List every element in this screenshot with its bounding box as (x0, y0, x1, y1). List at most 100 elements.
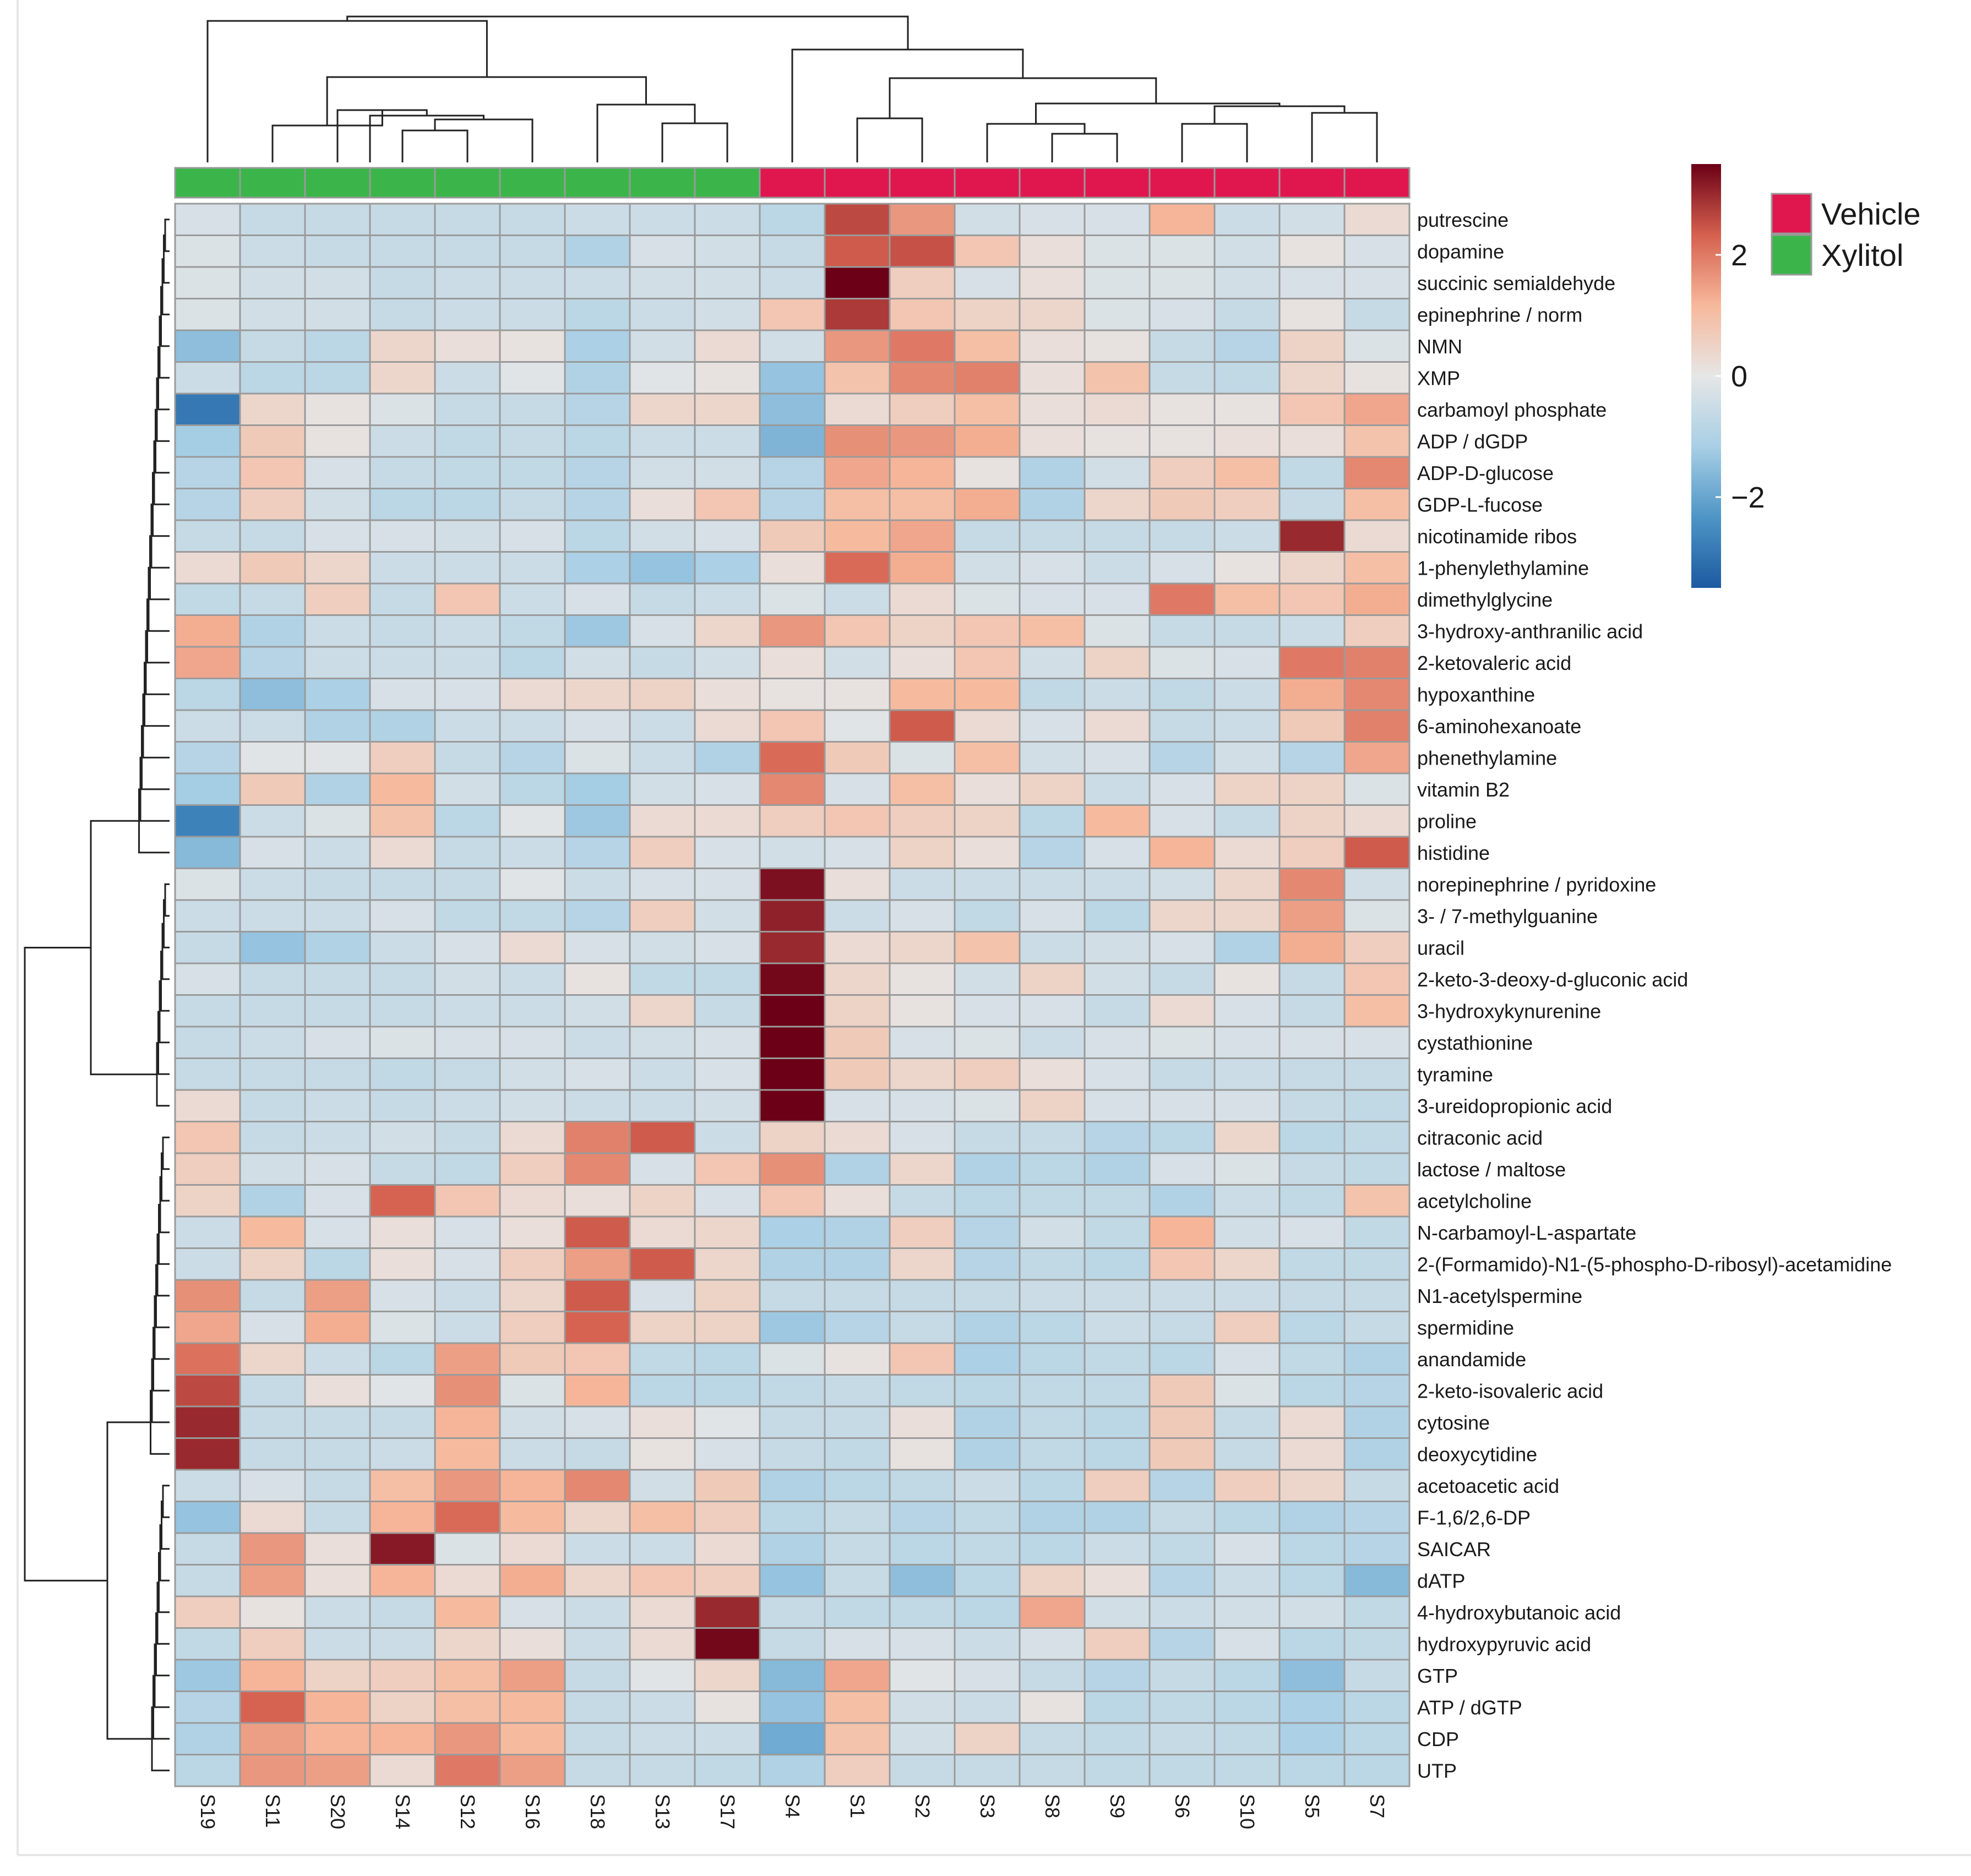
heatmap-cell (564, 1247, 631, 1281)
heatmap-cell (304, 1437, 371, 1471)
sample-label: S18 (586, 1794, 609, 1829)
heatmap-cell (239, 234, 306, 268)
heatmap-cell (1278, 488, 1346, 521)
heatmap-cell (304, 1754, 371, 1787)
heatmap-cell (369, 646, 436, 679)
heatmap-cell (434, 1026, 501, 1059)
heatmap-cell (1343, 931, 1411, 964)
heatmap-cell (824, 1057, 891, 1091)
heatmap-cell (239, 1184, 306, 1218)
heatmap-cell (889, 1501, 956, 1534)
heatmap-cell (434, 868, 501, 901)
heatmap-cell (369, 1279, 436, 1312)
heatmap-cell (889, 551, 956, 585)
heatmap-cell (759, 361, 826, 395)
heatmap-cell (824, 614, 891, 648)
heatmap-cell (239, 488, 306, 521)
heatmap-cell (824, 804, 891, 838)
heatmap-cell (889, 1089, 956, 1122)
heatmap-cell (1083, 1121, 1151, 1154)
heatmap-cell (1343, 678, 1411, 711)
heatmap-cell (954, 1247, 1021, 1281)
heatmap-cell (759, 709, 826, 743)
heatmap-cell (954, 392, 1021, 426)
heatmap-cell (369, 488, 436, 521)
heatmap-cell (1343, 1437, 1411, 1471)
heatmap-cell (1213, 994, 1281, 1028)
heatmap-cell (499, 456, 566, 489)
heatmap-cell (1213, 1152, 1281, 1186)
heatmap-cell (1213, 582, 1281, 616)
heatmap-cell (1019, 582, 1086, 616)
heatmap-cell (564, 836, 631, 869)
heatmap-cell (1019, 1247, 1086, 1281)
heatmap-cell (1148, 1501, 1216, 1534)
heatmap-cell (434, 1184, 501, 1218)
heatmap-cell (629, 1564, 696, 1597)
metabolite-label: 3-hydroxy-anthranilic acid (1417, 620, 1643, 642)
heatmap-cell (1083, 1627, 1151, 1661)
heatmap-cell (304, 582, 371, 616)
heatmap-cell (434, 994, 501, 1028)
heatmap-cell (304, 1247, 371, 1281)
heatmap-cell (239, 1501, 306, 1534)
heatmap-cell (1278, 646, 1346, 679)
heatmap-cell (1343, 488, 1411, 521)
heatmap-cell (434, 1121, 501, 1154)
heatmap-cell (1213, 741, 1281, 775)
heatmap-cell (824, 962, 891, 996)
heatmap-cell (1278, 931, 1346, 964)
heatmap-cell (759, 1057, 826, 1091)
heatmap-cell (954, 836, 1021, 869)
heatmap-cell (1213, 1437, 1281, 1471)
heatmap-cell (1278, 1595, 1346, 1629)
heatmap-cell (434, 519, 501, 553)
heatmap-cell (304, 1089, 371, 1122)
heatmap-cell (954, 1627, 1021, 1661)
heatmap-cell (824, 392, 891, 426)
heatmap-cell (1148, 1057, 1216, 1091)
heatmap-cell (1278, 1121, 1346, 1154)
heatmap-cell (239, 1215, 306, 1249)
metabolite-label: dATP (1417, 1569, 1465, 1592)
heatmap-cell (694, 614, 761, 648)
heatmap-cell (434, 646, 501, 679)
heatmap-cell (759, 962, 826, 996)
heatmap-cell (239, 1469, 306, 1502)
heatmap-cell (629, 1627, 696, 1661)
heatmap-cell (174, 1532, 241, 1566)
heatmap-cell (369, 1152, 436, 1186)
heatmap-cell (824, 234, 891, 268)
heatmap-cell (564, 1374, 631, 1408)
heatmap-cell (759, 614, 826, 648)
color-scale-tick-label: 2 (1731, 239, 1747, 272)
heatmap-cell (434, 234, 501, 268)
heatmap-cell (239, 1532, 306, 1566)
heatmap-cell (824, 1279, 891, 1312)
metabolite-labels: putrescine dopamine succinic semialdehyde e… (1417, 209, 1892, 1782)
legend-swatch-xylitol (1771, 234, 1812, 276)
heatmap-cell (954, 1215, 1021, 1249)
heatmap-cell (434, 931, 501, 964)
heatmap-cell (694, 1595, 761, 1629)
heatmap-cell (174, 1754, 241, 1787)
heatmap-cell (304, 836, 371, 869)
heatmap-cell (1148, 1247, 1216, 1281)
heatmap-cell (759, 1374, 826, 1408)
sample-label: S20 (326, 1794, 349, 1829)
heatmap-cell (239, 582, 306, 616)
heatmap-cell (1213, 551, 1281, 585)
metabolite-label: 2-ketovaleric acid (1417, 652, 1571, 674)
heatmap-cell (304, 1469, 371, 1502)
heatmap-cell (1148, 614, 1216, 648)
heatmap-cell (629, 234, 696, 268)
heatmap-cell (239, 1057, 306, 1091)
color-scale-tick-label: 0 (1731, 360, 1747, 393)
metabolite-label: 2-(Formamido)-N1-(5-phospho-D-ribosyl)-a… (1417, 1253, 1892, 1275)
heatmap-cell (1083, 456, 1151, 489)
heatmap-cell (1019, 614, 1086, 648)
heatmap-cell (239, 1754, 306, 1787)
heatmap-cell (434, 678, 501, 711)
heatmap-cell (369, 1405, 436, 1439)
heatmap-cell (1213, 234, 1281, 268)
